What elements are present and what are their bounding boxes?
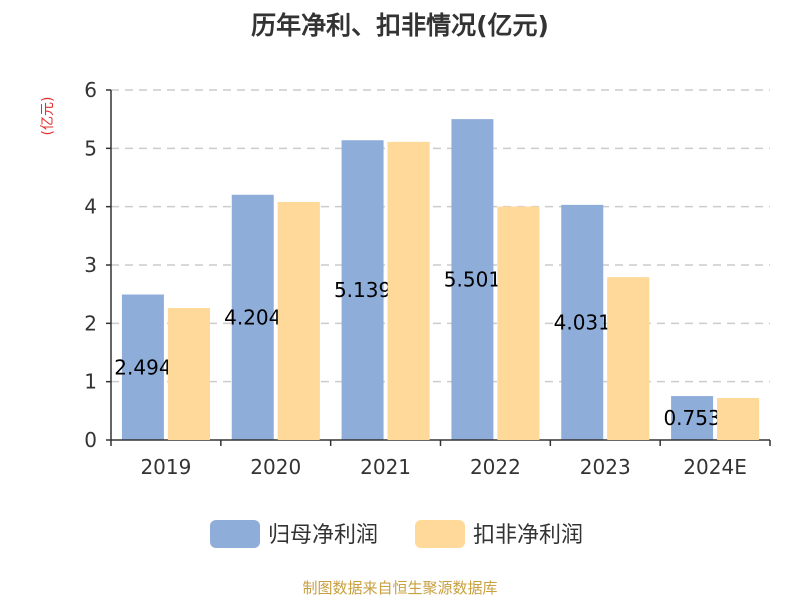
y-axis-unit-label: (亿元) [40,97,56,136]
legend-label: 归母净利润 [268,523,378,548]
data-label: 4.204 [224,305,281,329]
legend[interactable]: 归母净利润 扣非净利润 [210,520,583,548]
bar-series1 [231,194,274,440]
y-tick-label: 1 [84,370,97,394]
legend-item-2[interactable]: 扣非净利润 [415,520,583,548]
data-label: 4.031 [554,310,611,334]
x-axis-ticks: 2019 2020 2021 2022 2023 2024E [110,440,771,479]
bar-series2-overlay [717,398,760,440]
y-tick-label: 0 [84,428,97,452]
y-axis-ticks: 0 1 2 3 4 5 6 [84,78,111,452]
data-labels: 2.494 4.204 5.139 5.501 4.031 0.753 [114,141,760,440]
bars [121,119,760,440]
legend-item-1[interactable]: 归母净利润 [210,520,378,548]
y-tick-label: 4 [84,195,97,219]
x-tick-label: 2020 [250,455,301,479]
y-tick-label: 5 [84,136,97,160]
data-label: 5.501 [444,268,501,292]
data-label: 2.494 [114,355,171,379]
gridlines [111,89,770,383]
y-tick-label: 6 [84,78,97,102]
y-tick-label: 3 [84,253,97,277]
bar-series1 [451,119,494,440]
bar-series1 [561,204,604,440]
bar-series1 [121,294,164,440]
data-label: 5.139 [334,278,391,302]
chart-title: 历年净利、扣非情况(亿元) [251,11,549,40]
data-source-note: 制图数据来自恒生聚源数据库 [302,579,497,597]
x-tick-label: 2023 [580,455,631,479]
x-tick-label: 2024E [683,455,747,479]
x-tick-label: 2022 [470,455,521,479]
x-tick-label: 2019 [140,455,191,479]
bar-series2-overlay [167,308,210,440]
bar-series2-overlay [387,141,430,440]
y-tick-label: 2 [84,311,97,335]
legend-swatch [210,520,260,548]
bar-series2-overlay [277,202,320,440]
bar-series2-overlay [607,277,650,440]
legend-label: 扣非净利润 [473,523,583,548]
legend-swatch [415,520,465,548]
x-tick-label: 2021 [360,455,411,479]
data-label: 0.753 [663,406,720,430]
bar-series2-overlay [497,206,540,440]
bar-series1 [341,140,384,440]
bar-series1 [671,396,714,440]
